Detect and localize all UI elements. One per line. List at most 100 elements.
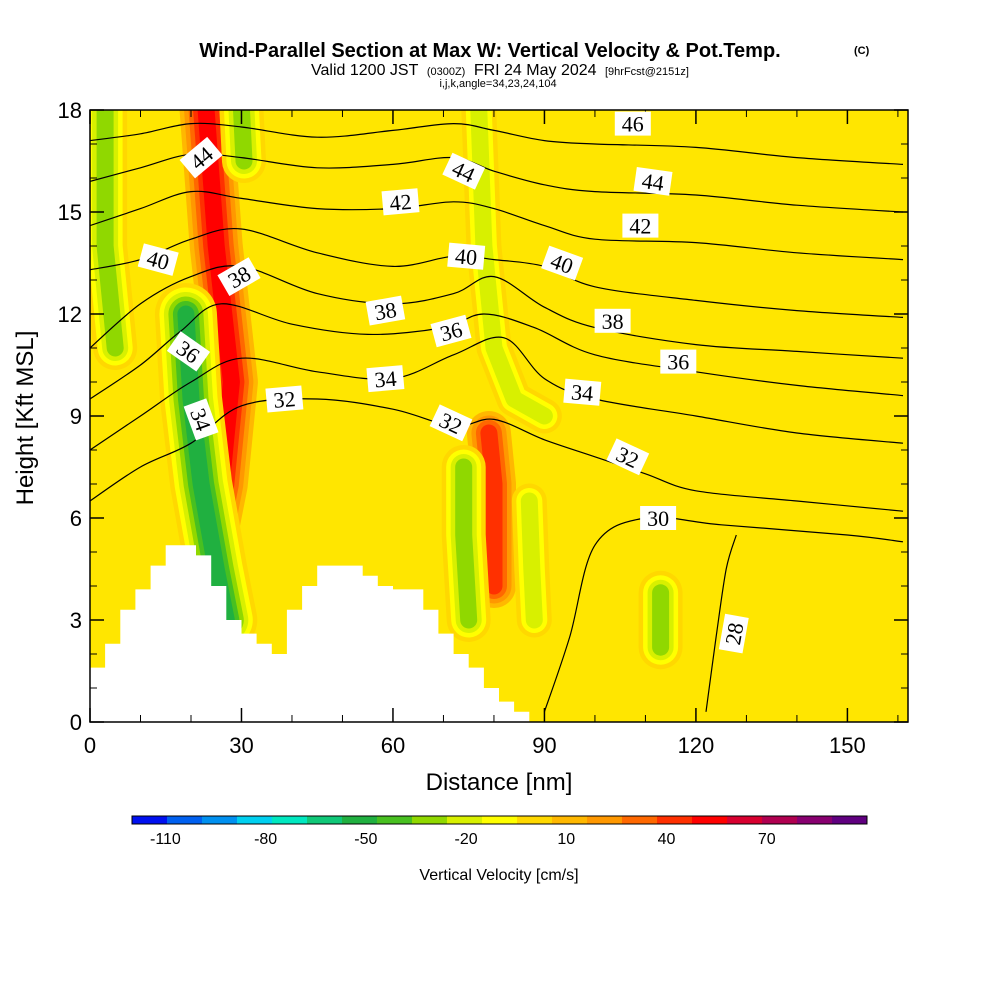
contour-label-30: 30 <box>640 506 677 531</box>
isentrope-28 <box>705 534 737 712</box>
colorbar-swatch <box>832 816 868 824</box>
contour-label-box <box>633 167 673 196</box>
isentrope-34 <box>90 336 904 451</box>
downdraft-core-4 <box>441 445 491 642</box>
y-tick-label: 9 <box>70 404 82 429</box>
contour-label-box <box>660 349 697 374</box>
contour-label-box <box>541 245 584 281</box>
isentrope-42 <box>90 190 904 261</box>
y-tick-label: 3 <box>70 608 82 633</box>
colorbar-swatch <box>202 816 238 824</box>
x-axis-label: Distance [nm] <box>426 769 573 796</box>
x-tick-label: 120 <box>678 733 715 758</box>
x-tick-label: 90 <box>532 733 556 758</box>
colorbar-swatch <box>307 816 343 824</box>
colorbar-label: Vertical Velocity [cm/s] <box>419 867 578 884</box>
colorbar-swatch <box>552 816 588 824</box>
colorbar-swatch <box>727 816 763 824</box>
contour-label-text: 40 <box>454 243 478 270</box>
contour-label-38: 38 <box>365 295 406 326</box>
downdraft-band <box>96 110 124 357</box>
y-tick-label: 0 <box>70 710 82 735</box>
contour-label-36: 36 <box>430 314 472 348</box>
colorbar-swatch <box>517 816 553 824</box>
contour-label-40: 40 <box>447 242 486 270</box>
contour-label-40: 40 <box>137 243 179 276</box>
y-tick-label: 12 <box>58 302 82 327</box>
colorbar-tick-label: -20 <box>455 831 478 848</box>
contour-label-text: 44 <box>640 168 665 196</box>
contour-label-box <box>265 385 304 413</box>
colorbar-tick-label: 10 <box>557 831 575 848</box>
colorbar-swatch <box>412 816 448 824</box>
section-indices: i,j,k,angle=34,23,24,104 <box>439 78 556 90</box>
contour-label-box <box>217 257 261 296</box>
plot-area <box>90 110 908 722</box>
contour-label-46: 46 <box>614 111 651 137</box>
contour-label-36: 36 <box>660 349 697 375</box>
contour-label-box <box>183 398 219 441</box>
colorbar-swatch <box>482 816 518 824</box>
colorbar-swatch <box>167 816 203 824</box>
colorbar-frame <box>131 815 868 825</box>
copyright-mark: (C) <box>854 45 870 57</box>
colorbar-swatch <box>657 816 693 824</box>
contour-label-text: 34 <box>570 379 594 406</box>
downdraft-core-5 <box>511 483 552 638</box>
contour-label-text: 28 <box>720 621 748 647</box>
downdraft-band <box>455 458 478 629</box>
contour-label-box <box>365 295 406 326</box>
chart-subtitle: Valid 1200 JST (0300Z) FRI 24 May 2024 [… <box>311 62 689 79</box>
colorbar-swatch <box>762 816 798 824</box>
colorbar-swatch <box>377 816 413 824</box>
contour-label-text: 34 <box>373 366 397 393</box>
contour-label-box <box>137 243 179 276</box>
contour-label-44: 44 <box>633 167 673 196</box>
colorbar-swatch <box>447 816 483 824</box>
y-tick-label: 6 <box>70 506 82 531</box>
colorbar-tick-label: -80 <box>254 831 277 848</box>
contour-label-text: 42 <box>629 214 651 239</box>
y-axis-label: Height [Kft MSL] <box>12 331 39 506</box>
contour-label-box <box>447 242 486 270</box>
contour-label-box <box>640 506 677 530</box>
colorbar-tick-label: -110 <box>150 831 181 848</box>
valid-utc: (0300Z) <box>427 66 466 78</box>
contour-label-box <box>563 378 602 406</box>
chart-title: Wind-Parallel Section at Max W: Vertical… <box>199 40 780 62</box>
y-tick-label: 18 <box>58 98 82 123</box>
contour-label-38: 38 <box>594 308 631 334</box>
downdraft-band <box>520 492 543 629</box>
contour-label-box <box>430 314 472 348</box>
contour-label-box <box>594 308 631 333</box>
contour-label-28: 28 <box>718 613 749 654</box>
colorbar: -110 -80 -50 -20 10 40 70 <box>131 815 868 848</box>
colorbar-tick-label: 40 <box>658 831 676 848</box>
colorbar-tick-label: 70 <box>758 831 776 848</box>
downdraft-core-0 <box>90 110 138 370</box>
downdraft-band <box>470 110 553 425</box>
isentrope-46 <box>90 122 904 165</box>
x-tick-label: 60 <box>381 733 405 758</box>
contour-label-text: 46 <box>622 112 644 137</box>
contour-label-box <box>429 404 473 442</box>
valid-time: Valid 1200 JST <box>311 62 419 79</box>
updraft-band <box>480 424 503 595</box>
contour-label-box <box>442 152 486 190</box>
contour-label-box <box>166 331 211 372</box>
contour-label-text: 32 <box>272 386 296 413</box>
forecast-info: [9hrFcst@2151z] <box>605 66 689 78</box>
colorbar-swatch <box>587 816 623 824</box>
contour-label-text: 38 <box>602 309 624 334</box>
contour-label-box <box>622 213 659 238</box>
contour-label-34: 34 <box>563 378 602 406</box>
contour-label-text: 36 <box>667 350 689 375</box>
colorbar-swatch <box>622 816 658 824</box>
valid-date: FRI 24 May 2024 <box>474 62 597 79</box>
y-tick-label: 15 <box>58 200 82 225</box>
colorbar-swatch <box>272 816 308 824</box>
colorbar-swatch <box>237 816 273 824</box>
